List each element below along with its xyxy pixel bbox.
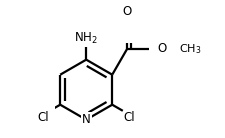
Text: N: N bbox=[81, 113, 90, 126]
Text: O: O bbox=[122, 5, 131, 18]
Text: NH$_2$: NH$_2$ bbox=[74, 31, 98, 46]
Text: O: O bbox=[157, 42, 166, 55]
Text: Cl: Cl bbox=[123, 111, 134, 124]
Text: CH$_3$: CH$_3$ bbox=[178, 42, 200, 56]
Text: Cl: Cl bbox=[37, 111, 49, 124]
